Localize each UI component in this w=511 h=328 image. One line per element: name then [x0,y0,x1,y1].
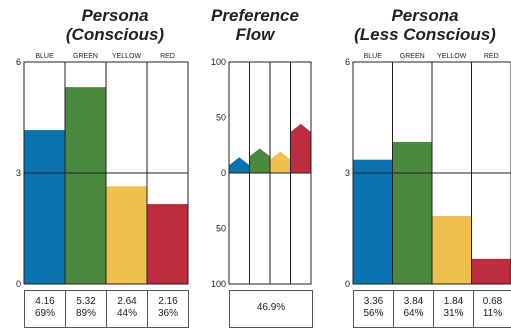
left-plot-border [23,61,189,285]
right-category-label: RED [484,53,499,60]
left-category-label: GREEN [73,53,98,60]
right-category-label: BLUE [364,53,383,60]
left-values-box: 4.16 69% 5.32 89% 2.64 44% 2.16 36% [24,290,189,328]
flow-ytick: 100 [211,57,226,67]
percent-label: 31% [443,308,464,319]
percent-label: 56% [363,308,384,319]
flow-arrow-yellow [270,151,291,173]
value-label: 5.32 [76,296,96,307]
flow-ytick: 0 [221,168,226,178]
value-label: 3.36 [363,296,384,307]
flow-arrow-red [290,123,311,173]
middle-title-line-2: Flow [235,25,275,44]
flow-ytick: 100 [211,279,226,289]
right-title-line-1: Persona [391,6,459,25]
right-value-cell-green: 3.84 64% [394,291,434,327]
flow-ytick: 50 [216,113,226,123]
left-category-label: RED [160,53,175,60]
right-category-label: GREEN [400,53,425,60]
left-category-label: YELLOW [112,53,142,60]
value-label: 2.16 [158,296,178,307]
right-values-box: 3.36 56% 3.84 64% 1.84 31% 0.68 11% [353,290,511,328]
right-bar-blue [353,159,393,284]
middle-title-line-1: Preference [211,6,299,25]
left-ytick: 6 [16,57,21,67]
right-plot-border [352,61,511,285]
right-bar-red [471,258,511,284]
left-bar-green [65,87,106,284]
left-bar-blue [24,130,65,284]
left-title-line-2: (Conscious) [65,25,165,44]
percent-label: 69% [34,308,55,319]
percent-label: 89% [75,308,96,319]
right-ytick: 0 [345,279,350,289]
right-value-cell-red: 0.68 11% [474,291,511,327]
flow-arrow-green [249,148,270,173]
percent-label: 36% [157,308,178,319]
left-value-cell-blue: 4.16 69% [25,291,66,327]
flow-summary-box: 46.9% [229,290,313,328]
flow-ytick: 50 [216,224,226,234]
right-ytick: 6 [345,57,350,67]
left-bar-red [147,204,188,284]
left-value-cell-yellow: 2.64 44% [107,291,148,327]
right-value-cell-yellow: 1.84 31% [434,291,474,327]
percent-label: 44% [116,308,137,319]
left-value-cell-green: 5.32 89% [66,291,107,327]
left-category-label: BLUE [35,53,54,60]
right-bar-green [392,141,432,284]
value-label: 4.16 [35,296,55,307]
flow-summary-value: 46.9% [256,302,286,313]
percent-label: 64% [403,308,424,319]
right-title-line-2: (Less Conscious) [354,25,496,44]
left-value-cell-red: 2.16 36% [148,291,188,327]
left-ytick: 3 [16,168,21,178]
right-chart-title: Persona (Less Conscious) [345,6,505,44]
left-chart-title: Persona (Conscious) [40,6,190,44]
right-bar-yellow [432,215,472,284]
value-label: 0.68 [482,296,503,307]
value-label: 1.84 [443,296,464,307]
right-ytick: 3 [345,168,350,178]
percent-label: 11% [482,308,503,319]
right-value-cell-blue: 3.36 56% [354,291,394,327]
value-label: 3.84 [403,296,424,307]
value-label: 2.64 [117,296,137,307]
flow-arrow-blue [229,157,250,173]
flow-plot-border [228,61,312,285]
left-bar-yellow [106,186,147,284]
right-category-label: YELLOW [437,53,467,60]
left-ytick: 0 [16,279,21,289]
left-title-line-1: Persona [81,6,149,25]
middle-chart-title: Preference Flow [200,6,310,44]
